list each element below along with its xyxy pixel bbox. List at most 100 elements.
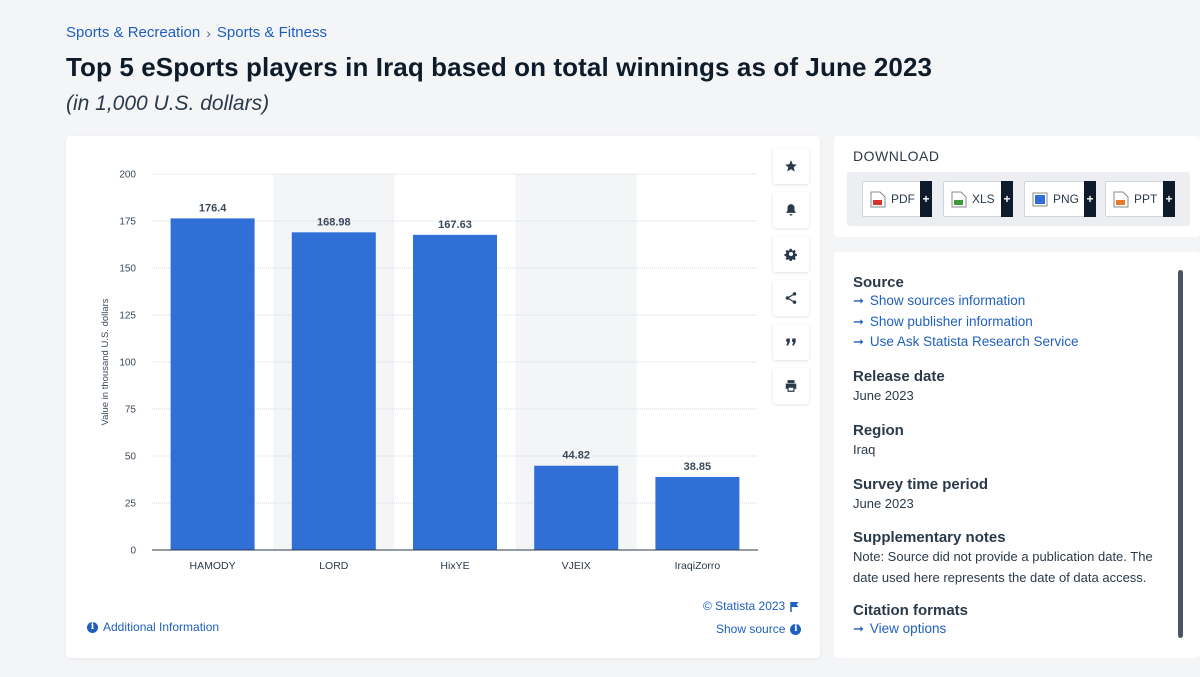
download-ppt-button[interactable]: PPT + — [1105, 181, 1175, 217]
region-value: Iraq — [853, 442, 876, 457]
bell-icon — [786, 204, 796, 216]
chart-toolbar — [773, 148, 809, 404]
region-section: Region Iraq — [853, 422, 904, 460]
page-title: Top 5 eSports players in Iraq based on t… — [66, 52, 933, 82]
show-publisher-label: Show publisher information — [869, 313, 1033, 329]
view-options-label: View options — [869, 621, 947, 636]
data-label: 44.82 — [562, 450, 590, 462]
bar-hamody — [170, 218, 255, 551]
breadcrumb-separator: › — [206, 24, 211, 41]
download-ppt-label: PPT — [1134, 192, 1158, 206]
arrow-right-icon: ➞ — [853, 293, 864, 308]
y-tick-label: 200 — [119, 170, 136, 181]
download-button-group: PDF + XLS + PNG + PPT + — [847, 172, 1190, 226]
download-pdf-label: PDF — [891, 192, 915, 206]
region-heading: Region — [853, 422, 904, 439]
bar-vjeix — [534, 465, 619, 550]
show-publisher-link[interactable]: ➞ Show publisher information — [853, 312, 1079, 333]
y-tick-label: 75 — [125, 405, 137, 416]
favorite-button[interactable] — [773, 148, 809, 184]
print-button[interactable] — [773, 368, 809, 404]
arrow-right-icon: ➞ — [853, 621, 864, 636]
cite-button[interactable] — [773, 324, 809, 360]
y-tick-label: 50 — [125, 452, 137, 463]
download-title: DOWNLOAD — [853, 148, 940, 164]
quote-icon — [786, 338, 796, 346]
settings-button[interactable] — [773, 236, 809, 272]
gear-icon — [784, 248, 797, 261]
additional-information-label: Additional Information — [103, 620, 220, 634]
show-source-label: Show source — [716, 622, 786, 636]
survey-period-heading: Survey time period — [853, 476, 989, 493]
download-panel: DOWNLOAD PDF + XLS + PNG + PPT + — [834, 136, 1200, 237]
x-tick-label: IraqiZorro — [675, 560, 721, 572]
x-tick-label: LORD — [319, 560, 349, 572]
copyright-label: © Statista 2023 — [703, 599, 786, 613]
supplementary-notes-heading: Supplementary notes — [853, 529, 1006, 546]
breadcrumb-item-sports-recreation[interactable]: Sports & Recreation — [66, 24, 201, 41]
release-date-heading: Release date — [853, 368, 945, 385]
notification-button[interactable] — [773, 192, 809, 228]
supplementary-notes-section: Supplementary notes Note: Source did not… — [853, 529, 1175, 588]
data-label: 176.4 — [199, 202, 227, 214]
arrow-right-icon: ➞ — [853, 313, 864, 329]
download-pdf-button[interactable]: PDF + — [862, 181, 932, 217]
bar-lord — [291, 232, 376, 550]
statista-copyright[interactable]: © Statista 2023 — [703, 599, 800, 613]
citation-heading: Citation formats — [853, 602, 969, 619]
x-tick-label: HAMODY — [190, 560, 236, 572]
data-label: 167.63 — [438, 219, 472, 231]
show-sources-link[interactable]: ➞ Show sources information — [853, 291, 1079, 312]
bar-chart: 0 25 50 75 100 125 150 175 200 Value in thousand … — [100, 170, 758, 572]
share-icon — [785, 292, 797, 304]
info-icon: i — [790, 623, 802, 635]
y-tick-label: 150 — [119, 264, 136, 275]
additional-information-link[interactable]: i Additional Information — [87, 620, 219, 634]
share-button[interactable] — [773, 280, 809, 316]
ask-statista-link[interactable]: ➞ Use Ask Statista Research Service — [853, 332, 1079, 353]
plus-icon: + — [1084, 181, 1096, 217]
ppt-file-icon — [1113, 191, 1129, 208]
statistic-details-panel: Source ➞ Show sources information ➞ Show p… — [834, 252, 1200, 658]
y-tick-label: 0 — [130, 546, 136, 557]
release-date-value: June 2023 — [853, 388, 914, 403]
ask-statista-label: Use Ask Statista Research Service — [869, 334, 1079, 349]
bar-iraqizorro — [655, 476, 740, 550]
data-label: 168.98 — [317, 216, 351, 228]
y-tick-label: 25 — [125, 499, 137, 510]
print-icon — [785, 380, 797, 392]
view-options-link[interactable]: ➞ View options — [853, 619, 968, 640]
plus-icon: + — [920, 181, 932, 217]
info-icon: i — [87, 621, 98, 633]
breadcrumb-item-sports-fitness[interactable]: Sports & Fitness — [216, 24, 327, 41]
png-file-icon — [1032, 191, 1048, 208]
download-xls-label: XLS — [972, 192, 995, 206]
download-xls-button[interactable]: XLS + — [943, 181, 1013, 217]
arrow-right-icon: ➞ — [853, 334, 864, 349]
release-date-section: Release date June 2023 — [853, 368, 945, 406]
supplementary-notes-value: Note: Source did not provide a publicati… — [853, 549, 1153, 585]
download-png-button[interactable]: PNG + — [1024, 181, 1096, 217]
show-source-link[interactable]: Show source i — [716, 622, 802, 636]
survey-period-section: Survey time period June 2023 — [853, 476, 988, 514]
xls-file-icon — [951, 191, 967, 208]
y-tick-label: 125 — [119, 311, 136, 322]
page-subtitle: (in 1,000 U.S. dollars) — [66, 92, 270, 115]
survey-period-value: June 2023 — [853, 496, 914, 511]
bar-hixye — [413, 234, 497, 550]
pdf-file-icon — [870, 191, 886, 208]
show-sources-label: Show sources information — [869, 293, 1026, 308]
data-label: 38.85 — [684, 461, 712, 473]
citation-section: Citation formats ➞ View options — [853, 602, 968, 640]
star-icon — [785, 160, 797, 172]
source-section: Source ➞ Show sources information ➞ Show p… — [853, 274, 1079, 353]
download-png-label: PNG — [1053, 192, 1080, 206]
plus-icon: + — [1001, 181, 1013, 217]
y-tick-label: 100 — [119, 358, 136, 369]
details-scrollbar[interactable] — [1178, 270, 1183, 638]
source-heading: Source — [853, 274, 904, 291]
y-tick-label: 175 — [119, 217, 136, 228]
flag-icon — [790, 601, 799, 612]
breadcrumb: Sports & Recreation › Sports & Fitness — [66, 24, 327, 41]
y-axis-label: Value in thousand U.S. dollars — [100, 298, 111, 425]
